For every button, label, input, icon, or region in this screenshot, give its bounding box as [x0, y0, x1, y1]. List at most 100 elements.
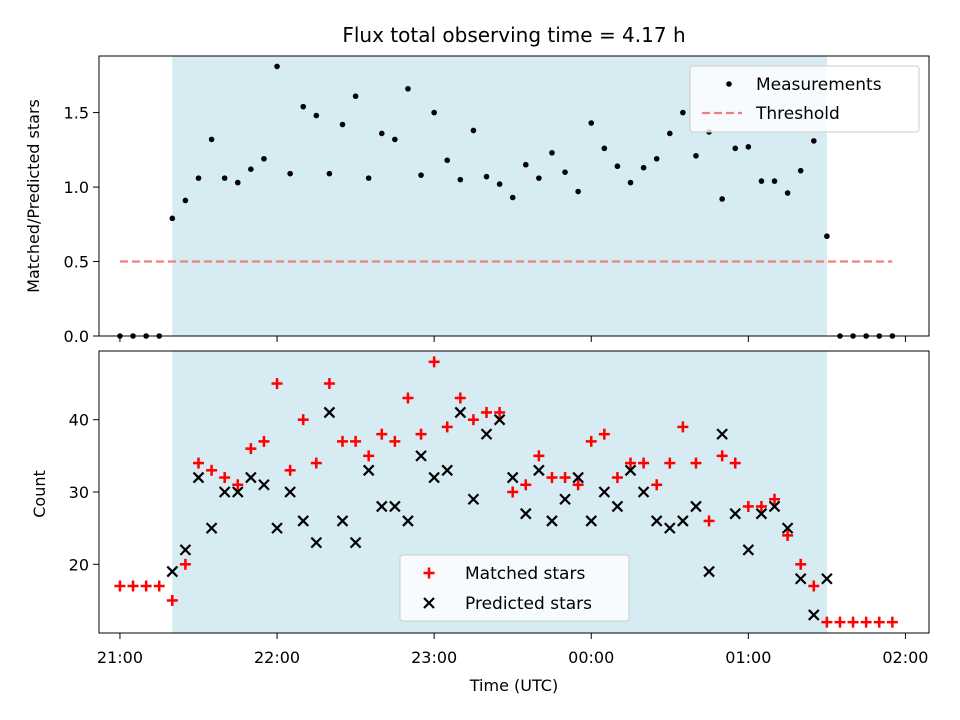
matched-star-point-7 [206, 464, 218, 476]
predicted-star-point-4 [218, 486, 231, 498]
x-axis-label: Time (UTC) [469, 676, 558, 695]
legend-predicted-marker [423, 597, 435, 609]
matched-star-point-0 [114, 580, 126, 592]
bottom-ytick-label-2: 40 [69, 411, 89, 430]
predicted-star-point-21 [441, 464, 454, 477]
top-ytick-label-1: 0.5 [64, 253, 89, 272]
chart-title: Flux total observing time = 4.17 h [342, 23, 685, 47]
bottom-x-axis: 21:00 22:00 23:00 00:00 01:00 02:00 [97, 633, 928, 667]
matched-star-point-52 [795, 558, 807, 570]
xtick-label-3: 00:00 [568, 648, 614, 667]
matched-star-point-5 [179, 558, 191, 570]
matched-star-point-46 [716, 450, 728, 462]
measurement-point-11 [261, 155, 267, 162]
measurement-point-20 [378, 130, 385, 137]
predicted-star-point-30 [559, 493, 571, 506]
measurement-point-9 [234, 179, 241, 186]
measurement-point-44 [693, 152, 699, 159]
matched-star-point-1 [127, 580, 139, 592]
predicted-star-point-40 [690, 500, 702, 513]
measurement-point-6 [195, 175, 202, 181]
top-ytick-label-3: 1.5 [64, 104, 89, 123]
matched-star-point-16 [323, 378, 335, 390]
matched-star-point-12 [271, 378, 283, 390]
measurement-point-54 [824, 233, 830, 240]
measurement-point-24 [431, 109, 437, 116]
top-y-axis: 0.0 0.5 1.0 1.5 [64, 104, 99, 346]
measurement-point-51 [784, 190, 791, 196]
matched-star-point-20 [376, 428, 388, 440]
matched-star-point-48 [742, 500, 754, 512]
matched-star-point-39 [625, 457, 637, 469]
measurement-point-10 [248, 166, 254, 172]
matched-star-point-41 [651, 479, 663, 491]
measurement-point-23 [418, 172, 424, 178]
predicted-star-point-18 [402, 515, 414, 527]
predicted-star-point-49 [808, 609, 820, 621]
predicted-star-point-46 [768, 500, 781, 513]
measurement-point-33 [549, 150, 555, 156]
measurement-point-40 [640, 164, 647, 171]
measurement-point-30 [509, 194, 516, 201]
measurement-point-41 [653, 155, 660, 162]
predicted-star-point-36 [637, 486, 650, 498]
measurement-point-18 [352, 93, 359, 100]
legend-matched-label: Matched stars [465, 564, 585, 584]
legend-threshold-label: Threshold [755, 104, 840, 124]
matched-star-point-33 [546, 472, 558, 484]
predicted-star-point-8 [271, 522, 283, 534]
xtick-label-1: 22:00 [254, 648, 300, 667]
predicted-star-point-0 [166, 565, 179, 578]
matched-star-point-47 [729, 457, 741, 469]
legend-matched-marker [423, 567, 435, 579]
measurement-point-17 [339, 121, 346, 128]
matched-star-point-11 [258, 435, 270, 447]
measurement-point-39 [627, 179, 634, 186]
predicted-star-point-38 [664, 522, 676, 534]
predicted-star-point-32 [585, 515, 598, 527]
predicted-star-point-48 [794, 572, 807, 585]
predicted-star-point-45 [755, 507, 768, 520]
top-measurements [117, 63, 896, 339]
predicted-star-point-7 [258, 478, 270, 491]
matched-star-point-27 [467, 414, 479, 426]
predicted-star-point-41 [703, 565, 715, 578]
matched-star-point-17 [337, 435, 349, 447]
measurement-point-34 [562, 169, 568, 175]
matched-star-point-2 [140, 580, 152, 592]
predicted-star-point-17 [389, 500, 401, 513]
matched-star-point-4 [166, 594, 178, 606]
matched-star-point-56 [847, 616, 859, 628]
measurement-point-35 [575, 188, 581, 195]
predicted-star-point-20 [428, 471, 440, 484]
matched-star-point-42 [664, 457, 676, 469]
legend-predicted-label: Predicted stars [465, 594, 592, 614]
measurement-point-14 [300, 103, 307, 110]
legend-measurements-marker [726, 81, 732, 87]
measurement-point-22 [405, 85, 411, 92]
matched-star-point-59 [886, 616, 898, 628]
measurement-point-46 [719, 196, 725, 202]
top-ytick-label-0: 0.0 [64, 327, 89, 346]
measurement-point-47 [732, 145, 739, 152]
measurement-point-50 [771, 178, 778, 184]
matched-star-point-29 [494, 406, 506, 418]
measurement-point-36 [588, 120, 595, 126]
measurement-point-49 [758, 178, 765, 184]
matched-star-point-34 [559, 472, 571, 484]
predicted-star-point-23 [467, 493, 480, 506]
measurement-point-42 [666, 130, 673, 137]
measurement-point-31 [522, 161, 529, 168]
matched-star-point-9 [232, 479, 244, 491]
measurement-point-5 [182, 197, 189, 204]
measurement-point-43 [680, 109, 686, 116]
predicted-star-point-25 [493, 413, 506, 426]
predicted-star-point-15 [362, 464, 375, 477]
bottom-predicted-stars [166, 406, 833, 621]
measurement-point-8 [221, 175, 228, 181]
measurement-point-13 [287, 170, 293, 177]
matched-star-point-26 [454, 392, 466, 404]
bottom-ytick-label-1: 30 [69, 483, 89, 502]
measurement-point-53 [810, 138, 817, 144]
predicted-star-point-47 [781, 522, 794, 534]
